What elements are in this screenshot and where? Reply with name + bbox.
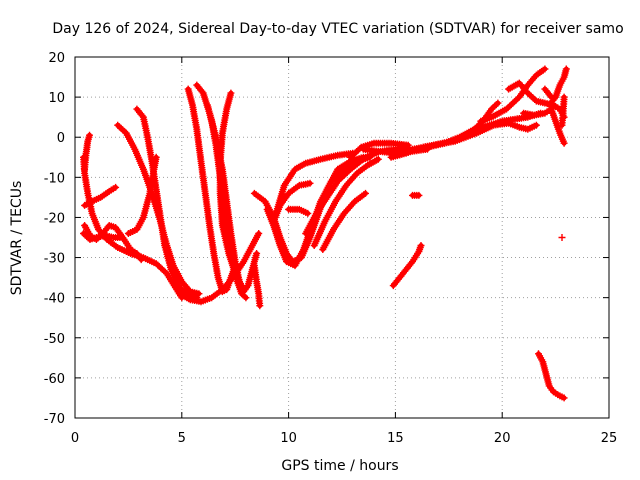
series-markers xyxy=(270,179,314,225)
series-markers xyxy=(184,85,239,296)
series-arc-37 xyxy=(558,234,566,241)
x-tick-label: 25 xyxy=(601,431,618,446)
series-markers xyxy=(409,191,423,199)
x-tick-labels: 0 5 10 15 20 25 xyxy=(71,431,617,446)
series-arc-14 xyxy=(250,262,264,310)
series-arc-11 xyxy=(203,101,250,302)
grid xyxy=(75,57,609,418)
series-arc-32 xyxy=(541,85,555,101)
series-markers xyxy=(347,139,412,161)
series-arc-22 xyxy=(319,189,369,253)
series-arc-4 xyxy=(81,183,120,209)
y-tick-label: 20 xyxy=(48,51,65,66)
series-arc-17 xyxy=(270,149,357,225)
series-markers xyxy=(81,183,120,209)
y-tick-label: -20 xyxy=(44,211,65,226)
series-arc-34 xyxy=(535,350,568,402)
series-arc-5 xyxy=(81,131,93,173)
x-tick-label: 15 xyxy=(387,431,404,446)
series-markers xyxy=(558,93,568,129)
series-markers xyxy=(541,85,555,101)
series-arc-13 xyxy=(176,230,263,306)
series-arc-18 xyxy=(270,179,314,225)
series-markers xyxy=(80,153,186,302)
series-markers xyxy=(535,350,568,402)
plot-frame xyxy=(74,56,610,419)
x-tick-label: 5 xyxy=(178,431,186,446)
series-markers xyxy=(176,230,263,306)
series-markers xyxy=(124,153,160,237)
series-arc-27 xyxy=(409,119,540,153)
chart-title: Day 126 of 2024, Sidereal Day-to-day VTE… xyxy=(52,21,623,37)
series-markers xyxy=(80,230,126,243)
x-tick-label: 20 xyxy=(494,431,511,446)
y-tick-label: -70 xyxy=(44,412,65,427)
series-arc-30 xyxy=(520,105,568,147)
x-tick-label: 10 xyxy=(280,431,297,446)
y-tick-label: -50 xyxy=(44,332,65,347)
series-markers xyxy=(250,262,264,310)
x-tick-label: 0 xyxy=(71,431,79,446)
y-tick-label: 10 xyxy=(48,91,65,106)
y-tick-label: 0 xyxy=(57,131,65,146)
y-tick-label: -30 xyxy=(44,252,65,267)
series-markers xyxy=(389,242,425,290)
series-arc-23 xyxy=(347,139,412,161)
y-axis-label: SDTVAR / TECUs xyxy=(9,181,25,296)
series-markers xyxy=(310,155,382,249)
axis-ticks xyxy=(74,56,610,419)
y-tick-labels: -70 -60 -50 -40 -30 -20 -10 0 10 20 xyxy=(44,51,65,427)
series-arc-12 xyxy=(216,89,246,290)
x-axis-label: GPS time / hours xyxy=(281,458,398,474)
series-markers xyxy=(216,89,246,290)
series-markers xyxy=(81,131,93,173)
series-arc-36 xyxy=(409,191,423,199)
series-markers xyxy=(285,205,312,217)
series-markers xyxy=(203,101,250,302)
y-tick-label: -10 xyxy=(44,171,65,186)
y-tick-label: -60 xyxy=(44,372,65,387)
y-tick-label: -40 xyxy=(44,292,65,307)
series-arc-19 xyxy=(285,205,312,217)
series-arc-3 xyxy=(80,230,126,243)
series-markers xyxy=(409,119,540,153)
series-arc-31 xyxy=(545,65,570,109)
series-markers xyxy=(558,234,566,241)
series-markers xyxy=(520,105,568,147)
series-arc-33 xyxy=(558,93,568,129)
series-arc-1 xyxy=(80,153,186,302)
series-markers xyxy=(319,189,369,253)
series-arc-8 xyxy=(124,153,160,237)
data-points xyxy=(80,65,570,402)
series-markers xyxy=(545,65,570,109)
series-arc-21 xyxy=(310,155,382,249)
series-arc-35 xyxy=(389,242,425,290)
